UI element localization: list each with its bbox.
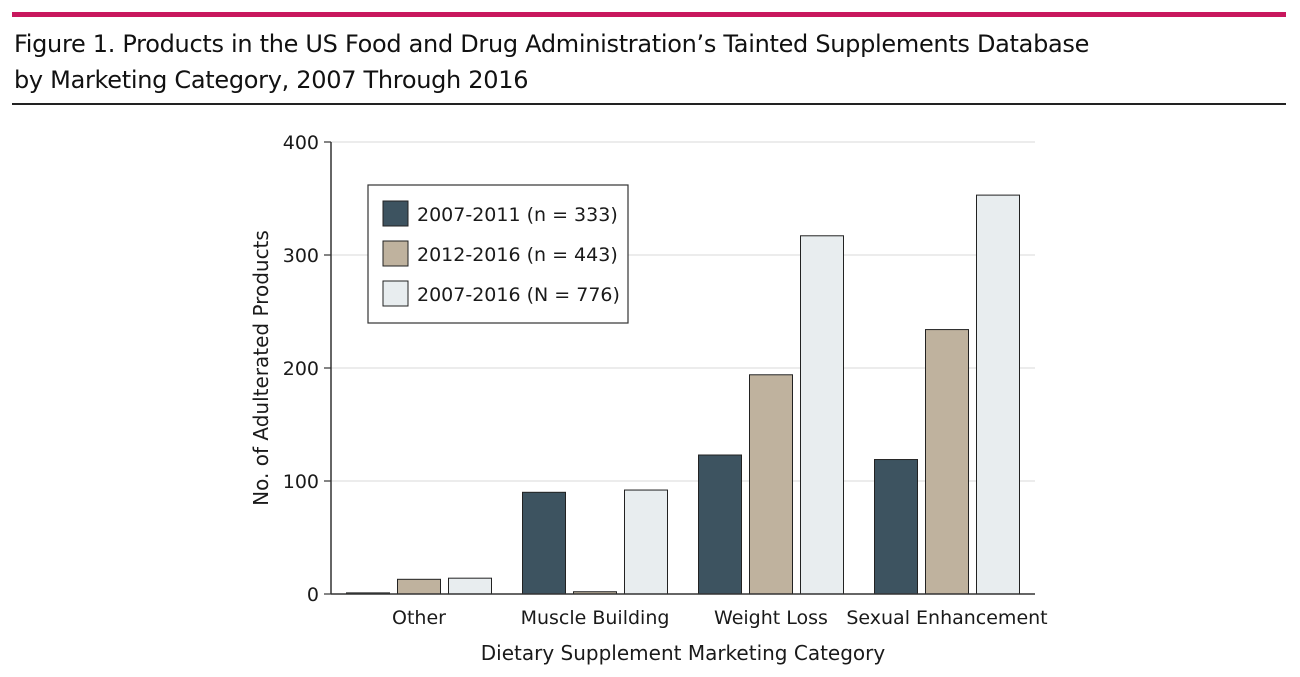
- y-ticks: 0 100 200 300 400: [283, 132, 331, 606]
- legend-swatch: [382, 240, 409, 267]
- figure-title: Figure 1. Products in the US Food and Dr…: [14, 26, 1284, 98]
- legend: 2007-2011 (n = 333) 2012-2016 (n = 443) 20…: [367, 184, 629, 324]
- bar-muscle-building-series-3: [624, 489, 668, 595]
- legend-label: 2007-2016 (N = 776): [417, 284, 620, 306]
- bar-muscle-building-series-1: [522, 491, 566, 595]
- x-tick-label: Other: [392, 607, 446, 629]
- bar-sexual-enhancement-series-1: [874, 459, 918, 595]
- bar-other-series-2: [397, 578, 441, 595]
- x-tick-label: Weight Loss: [714, 607, 828, 629]
- y-tick-label: 100: [283, 471, 319, 493]
- bar-sexual-enhancement-series-2: [925, 329, 969, 595]
- x-tick-labels: Other Muscle Building Weight Loss Sexual En…: [392, 607, 1048, 629]
- figure-title-line-2: by Marketing Category, 2007 Through 2016: [14, 66, 529, 94]
- title-divider: [12, 103, 1286, 105]
- legend-label: 2007-2011 (n = 333): [417, 204, 618, 226]
- x-tick-label: Muscle Building: [521, 607, 670, 629]
- y-tick-label: 0: [307, 584, 319, 606]
- bar-sexual-enhancement-series-3: [976, 194, 1020, 595]
- figure-title-line-1: Figure 1. Products in the US Food and Dr…: [14, 30, 1090, 58]
- top-accent-rule: [12, 12, 1286, 17]
- y-tick-label: 400: [283, 132, 319, 154]
- bar-other-series-3: [448, 577, 492, 595]
- bars: [346, 194, 1020, 595]
- x-axis-label: Dietary Supplement Marketing Category: [481, 641, 886, 665]
- legend-swatch: [382, 200, 409, 227]
- legend-box: [367, 184, 629, 324]
- y-tick-label: 300: [283, 245, 319, 267]
- bar-weight-loss-series-2: [749, 374, 793, 595]
- y-tick-label: 200: [283, 358, 319, 380]
- legend-label: 2012-2016 (n = 443): [417, 244, 618, 266]
- bar-weight-loss-series-3: [800, 235, 844, 595]
- x-tick-label: Sexual Enhancement: [846, 607, 1047, 629]
- y-axis-label: No. of Adulterated Products: [249, 230, 273, 506]
- bar-weight-loss-series-1: [698, 454, 742, 595]
- legend-swatch: [382, 280, 409, 307]
